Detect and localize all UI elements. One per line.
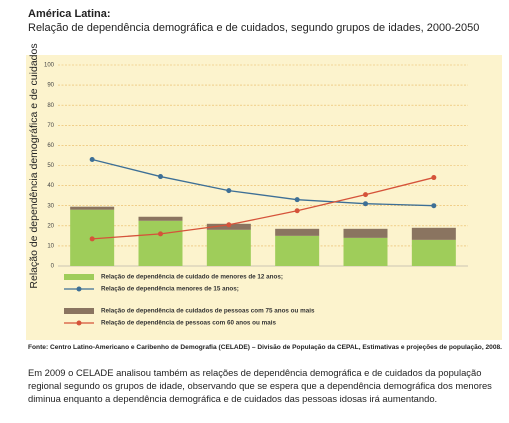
y-tick-label: 80 bbox=[47, 103, 54, 109]
y-axis-label: Relação de dependência demográfica e de … bbox=[28, 43, 40, 288]
point bbox=[363, 201, 368, 207]
point bbox=[89, 236, 95, 242]
bar bbox=[138, 220, 183, 266]
point bbox=[363, 192, 368, 198]
y-tick-label: 10 bbox=[47, 243, 54, 249]
bar bbox=[138, 216, 183, 221]
y-tick-label: 60 bbox=[47, 143, 54, 149]
y-tick-label: 100 bbox=[44, 63, 55, 69]
bar bbox=[411, 227, 456, 240]
point bbox=[294, 197, 300, 203]
body-text: Em 2009 o CELADE analisou também as rela… bbox=[28, 367, 492, 404]
point bbox=[294, 208, 300, 214]
y-tick-label: 90 bbox=[47, 83, 54, 89]
panel bbox=[26, 55, 502, 340]
legend-label: Relação de dependência de cuidados de pe… bbox=[101, 308, 315, 315]
point bbox=[431, 203, 437, 209]
y-tick-label: 30 bbox=[47, 203, 54, 209]
line bbox=[92, 176, 434, 240]
legend-swatch bbox=[64, 308, 94, 314]
point bbox=[158, 231, 163, 237]
point bbox=[158, 174, 163, 180]
y-tick-label: 40 bbox=[47, 183, 54, 189]
legend-label: Relação de dependência de cuidado de men… bbox=[101, 274, 283, 281]
point bbox=[226, 222, 232, 228]
legend-label: Relação de dependência menores de 15 ano… bbox=[101, 286, 239, 293]
subtitle: Relação de dependência demográfica e de … bbox=[28, 22, 480, 34]
legend-dot bbox=[76, 320, 82, 326]
y-tick-label: 20 bbox=[47, 223, 54, 229]
bar bbox=[275, 228, 320, 236]
bar bbox=[343, 228, 388, 238]
legend-swatch bbox=[64, 274, 94, 280]
bar bbox=[206, 229, 251, 266]
bar bbox=[411, 239, 456, 266]
bar bbox=[275, 235, 320, 266]
legend-label: Relação de dependência de pessoas com 60… bbox=[101, 320, 276, 327]
point bbox=[226, 188, 232, 194]
bar bbox=[70, 206, 115, 210]
source: Fonte: Centro Latino-Americano e Cariben… bbox=[28, 344, 503, 351]
line bbox=[92, 158, 434, 207]
point bbox=[431, 175, 437, 181]
title: América Latina: bbox=[28, 8, 111, 20]
legend-dot bbox=[76, 286, 82, 292]
y-tick-label: 0 bbox=[51, 264, 55, 270]
bar bbox=[343, 237, 388, 266]
y-tick-label: 50 bbox=[47, 163, 54, 169]
y-tick-label: 70 bbox=[47, 123, 54, 129]
point bbox=[89, 156, 95, 162]
